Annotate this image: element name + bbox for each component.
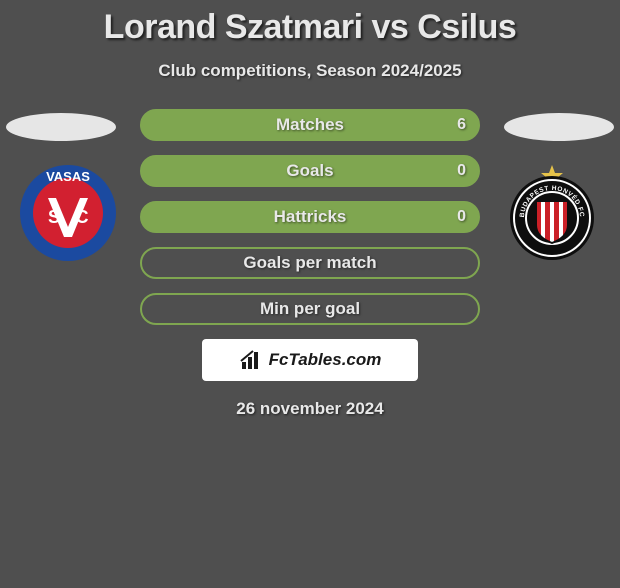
stat-row: Matches 6 [140, 109, 480, 141]
stat-row: Goals per match [140, 247, 480, 279]
stat-row: Goals 0 [140, 155, 480, 187]
stat-label: Matches [276, 115, 344, 135]
stat-row: Hattricks 0 [140, 201, 480, 233]
stats-list: Matches 6 Goals 0 Hattricks 0 Goals per match M… [140, 109, 480, 325]
player-ellipse-right [504, 113, 614, 141]
stat-row: Min per goal [140, 293, 480, 325]
svg-text:C: C [76, 207, 89, 227]
team-crest-left: VASAS S C [18, 163, 118, 263]
stat-label: Min per goal [260, 299, 360, 319]
page-title: Lorand Szatmari vs Csilus [0, 8, 620, 47]
stat-value-right: 6 [457, 116, 466, 134]
date-label: 26 november 2024 [0, 399, 620, 419]
subtitle: Club competitions, Season 2024/2025 [0, 61, 620, 81]
chart-icon [239, 348, 263, 372]
team-crest-right: BUDAPEST HONVÉD FC [502, 163, 602, 263]
svg-text:VASAS: VASAS [46, 169, 90, 184]
stat-value-right: 0 [457, 208, 466, 226]
stat-label: Hattricks [274, 207, 347, 227]
svg-text:S: S [48, 207, 60, 227]
stat-value-right: 0 [457, 162, 466, 180]
source-logo-text: FcTables.com [269, 350, 382, 370]
comparison-container: VASAS S C BUDAPEST HONVÉD FC Matches 6 Goa… [0, 109, 620, 325]
stat-label: Goals [286, 161, 333, 181]
stat-label: Goals per match [243, 253, 376, 273]
player-ellipse-left [6, 113, 116, 141]
source-logo-box: FcTables.com [202, 339, 418, 381]
